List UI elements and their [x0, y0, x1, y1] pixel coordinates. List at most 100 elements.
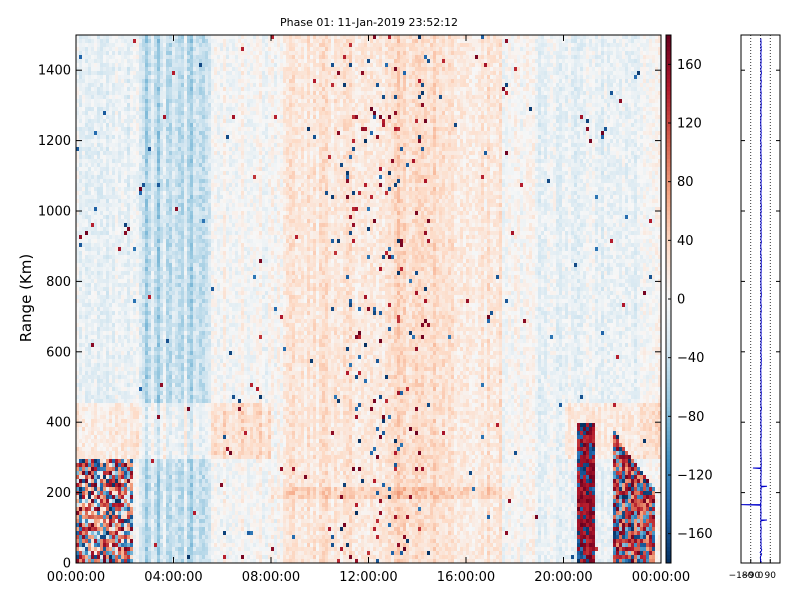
heatmap-cell: [133, 375, 137, 380]
heatmap-cell: [160, 235, 164, 240]
heatmap-cell: [94, 139, 98, 144]
heatmap-cell: [148, 543, 152, 548]
heatmap-cell: [160, 315, 164, 320]
heatmap-cell: [184, 87, 188, 92]
heatmap-cell: [166, 495, 170, 500]
heatmap-cell: [136, 159, 140, 164]
heatmap-cell: [148, 343, 152, 348]
heatmap-cell: [100, 471, 104, 476]
heatmap-cell: [112, 467, 116, 472]
heatmap-cell: [166, 115, 170, 120]
heatmap-cell: [175, 439, 179, 444]
heatmap-cell: [85, 83, 89, 88]
heatmap-cell: [139, 119, 143, 124]
heatmap-cell: [91, 559, 95, 564]
heatmap-cell: [166, 239, 170, 244]
heatmap-cell: [124, 471, 128, 476]
heatmap-cell: [76, 103, 80, 108]
heatmap-cell: [76, 123, 80, 128]
heatmap-cell: [142, 387, 146, 392]
heatmap-cell: [145, 383, 149, 388]
heatmap-cell: [139, 407, 143, 412]
heatmap-cell: [91, 507, 95, 512]
heatmap-cell: [172, 399, 176, 404]
heatmap-cell: [112, 167, 116, 172]
heatmap-cell: [127, 443, 131, 448]
heatmap-cell: [121, 527, 125, 532]
heatmap-cell: [169, 463, 173, 468]
heatmap-cell: [181, 203, 185, 208]
heatmap-cell: [142, 379, 146, 384]
heatmap-cell: [160, 551, 164, 556]
heatmap-cell: [178, 275, 182, 280]
heatmap-cell: [142, 503, 146, 508]
heatmap-cell: [79, 387, 83, 392]
heatmap-cell: [100, 115, 104, 120]
heatmap-cell: [160, 459, 164, 464]
heatmap-cell: [172, 147, 176, 152]
heatmap-cell: [124, 43, 128, 48]
heatmap-cell: [145, 239, 149, 244]
heatmap-cell: [118, 283, 122, 288]
heatmap-cell: [184, 391, 188, 396]
heatmap-cell: [88, 435, 92, 440]
heatmap-cell: [127, 355, 131, 360]
heatmap-cell: [184, 543, 188, 548]
heatmap-cell: [181, 107, 185, 112]
heatmap-cell: [115, 339, 119, 344]
heatmap-cell: [136, 375, 140, 380]
heatmap-cell: [97, 547, 101, 552]
heatmap-cell: [187, 203, 191, 208]
heatmap-cell: [115, 451, 119, 456]
heatmap-cell: [121, 407, 125, 412]
heatmap-cell: [181, 375, 185, 380]
heatmap-cell: [136, 379, 140, 384]
heatmap-cell: [94, 299, 98, 304]
heatmap-cell: [157, 87, 161, 92]
heatmap-cell: [121, 119, 125, 124]
heatmap-cell: [85, 439, 89, 444]
heatmap-cell: [157, 315, 161, 320]
heatmap-cell: [166, 299, 170, 304]
heatmap-cell: [136, 131, 140, 136]
heatmap-cell: [136, 227, 140, 232]
heatmap-cell: [97, 111, 101, 116]
heatmap-cell: [130, 195, 134, 200]
heatmap-cell: [85, 343, 89, 348]
heatmap-cell: [178, 131, 182, 136]
heatmap-cell: [100, 35, 104, 40]
heatmap-cell: [85, 231, 89, 236]
heatmap-cell: [175, 459, 179, 464]
heatmap-cell: [175, 283, 179, 288]
heatmap-cell: [148, 423, 152, 428]
heatmap-cell: [76, 499, 80, 504]
heatmap-cell: [124, 207, 128, 212]
heatmap-cell: [175, 539, 179, 544]
heatmap-cell: [172, 339, 176, 344]
heatmap-cell: [79, 399, 83, 404]
heatmap-cell: [100, 511, 104, 516]
heatmap-cell: [112, 355, 116, 360]
heatmap-cell: [79, 243, 83, 248]
heatmap-cell: [94, 535, 98, 540]
heatmap-cell: [139, 355, 143, 360]
heatmap-cell: [139, 519, 143, 524]
heatmap-cell: [178, 63, 182, 68]
heatmap-cell: [109, 203, 113, 208]
heatmap-cell: [178, 263, 182, 268]
heatmap-cell: [181, 183, 185, 188]
heatmap-cell: [178, 375, 182, 380]
heatmap-cell: [172, 427, 176, 432]
heatmap-cell: [175, 139, 179, 144]
heatmap-cell: [88, 339, 92, 344]
heatmap-cell: [136, 55, 140, 60]
heatmap-cell: [160, 171, 164, 176]
heatmap-cell: [139, 103, 143, 108]
heatmap-cell: [112, 43, 116, 48]
heatmap-cell: [115, 455, 119, 460]
heatmap-cell: [127, 539, 131, 544]
heatmap-cell: [181, 407, 185, 412]
heatmap-cell: [160, 223, 164, 228]
heatmap-cell: [145, 155, 149, 160]
heatmap-cell: [112, 339, 116, 344]
